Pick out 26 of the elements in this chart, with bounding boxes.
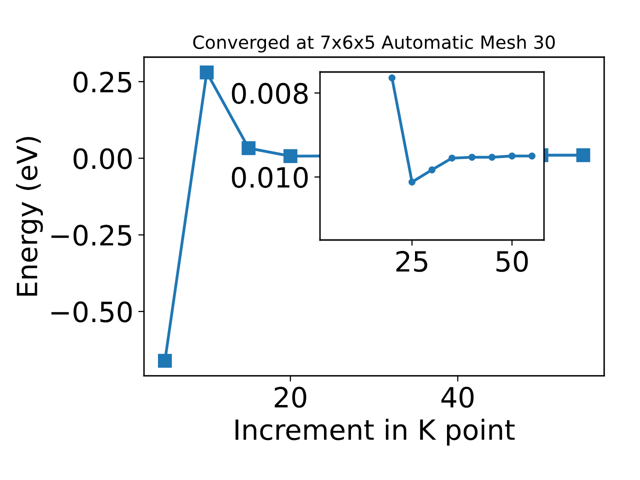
- y-tick-label: −0.25: [51, 224, 132, 246]
- x-tick-label: 20: [274, 386, 306, 408]
- y-tick-label: −0.50: [51, 301, 132, 322]
- point: [408, 178, 416, 186]
- point: [468, 154, 476, 161]
- point: [388, 74, 396, 82]
- point: [448, 154, 456, 162]
- chart-title: Converged at 7x6x5 Automatic Mesh 30: [193, 35, 555, 53]
- point: [576, 148, 590, 162]
- y-tick-label: 0.25: [74, 72, 132, 93]
- point: [508, 152, 516, 160]
- x-tick-label: 50: [496, 250, 528, 272]
- y-axis-title: Energy (eV): [16, 136, 43, 296]
- point: [528, 152, 536, 160]
- x-tick-label: 25: [396, 250, 428, 272]
- point: [158, 354, 172, 368]
- point: [283, 149, 298, 164]
- y-tick-label: 0.008: [232, 82, 308, 104]
- point: [428, 166, 436, 174]
- x-axis-title: Increment in K point: [236, 418, 515, 446]
- y-tick-label: 0.010: [232, 166, 308, 188]
- point: [200, 66, 214, 80]
- x-tick-label: 40: [441, 386, 474, 408]
- point: [242, 141, 256, 156]
- y-tick-label: 0.00: [74, 148, 132, 170]
- point: [488, 154, 496, 161]
